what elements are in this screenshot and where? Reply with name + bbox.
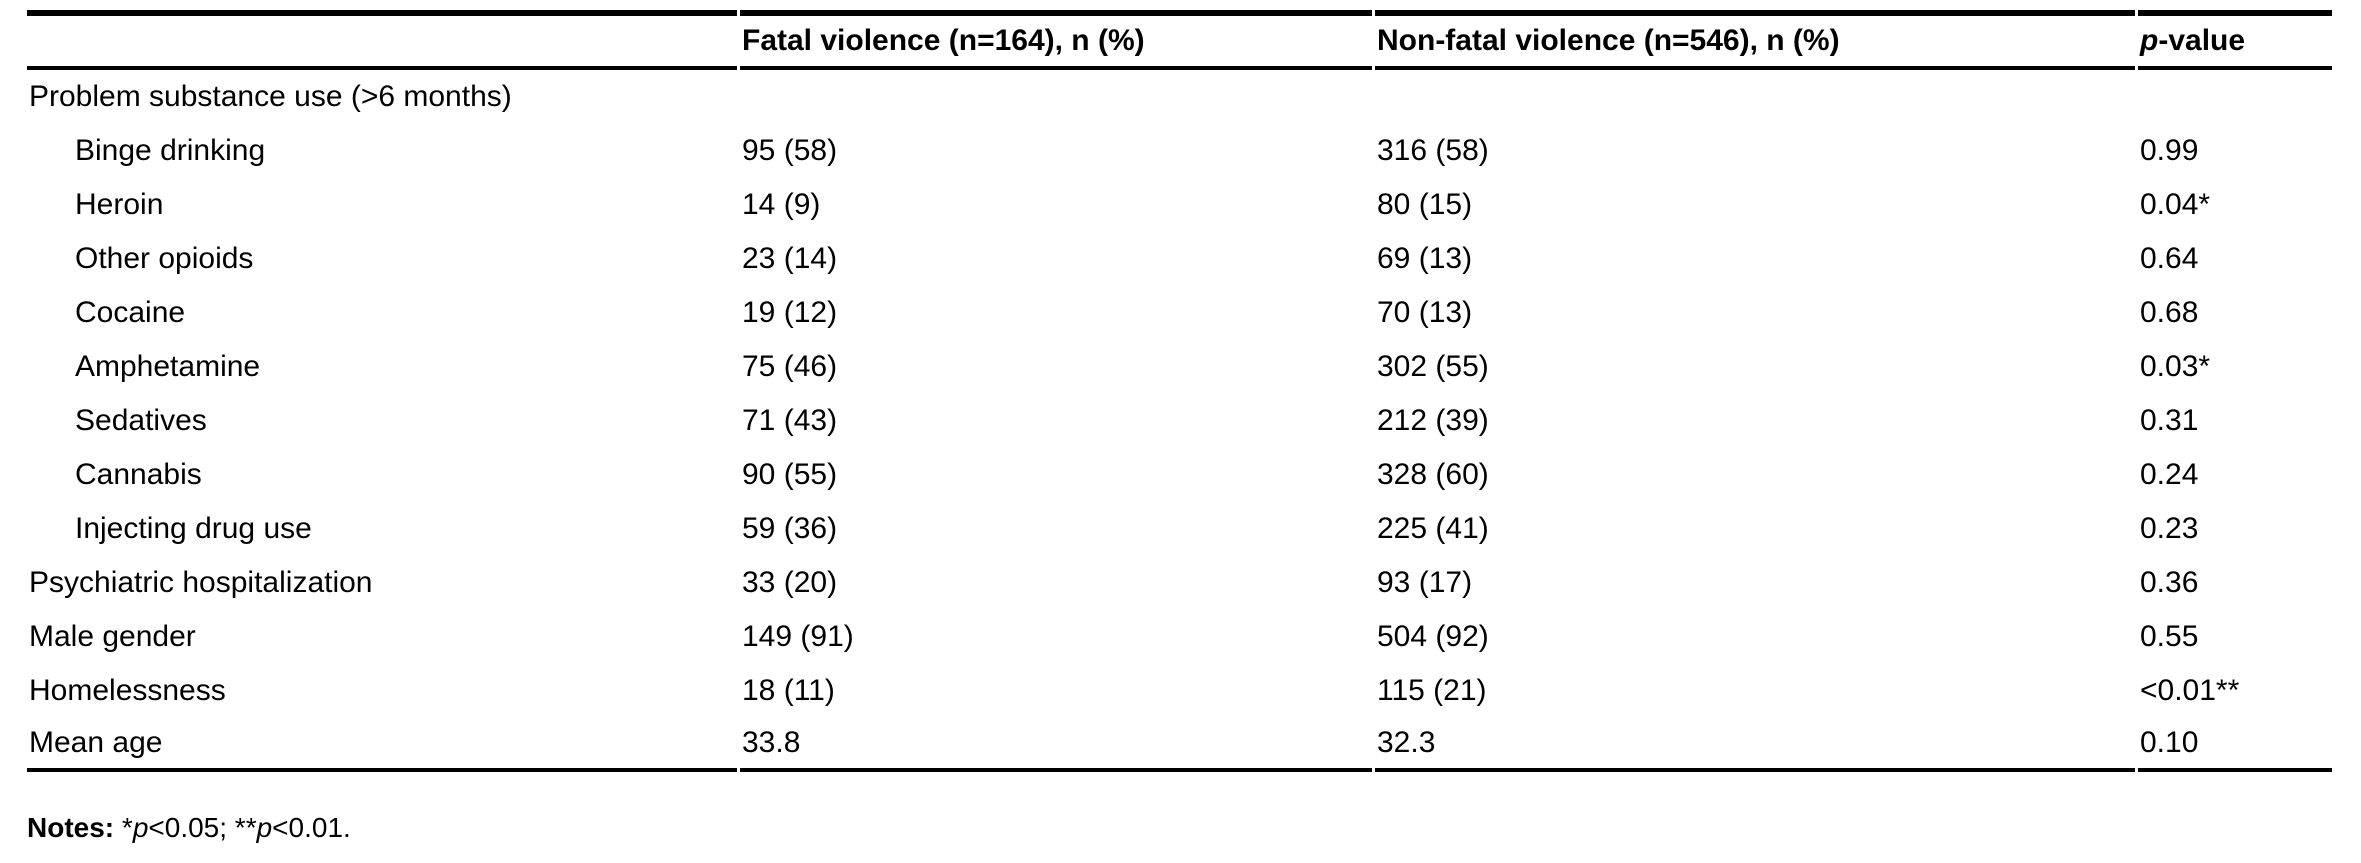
- p-value: 0.23: [2140, 512, 2199, 545]
- fatal-value: [740, 70, 1372, 124]
- table-row-binge-drinking: Binge drinking 95 (58) 316 (58) 0.99: [27, 124, 2332, 178]
- nonfatal-value: 225 (41): [1377, 512, 1489, 545]
- p-value-rest: -value: [2158, 24, 2246, 57]
- table-row-sedatives: Sedatives 71 (43) 212 (39) 0.31: [27, 394, 2332, 448]
- table-notes: Notes: *p<0.05; **p<0.01.: [27, 812, 351, 844]
- row-label: Mean age: [27, 718, 737, 772]
- p-value: 0.04*: [2140, 188, 2211, 221]
- p-value: 0.99: [2140, 134, 2199, 167]
- table-row-amphetamine: Amphetamine 75 (46) 302 (55) 0.03*: [27, 340, 2332, 394]
- nonfatal-value: 212 (39): [1377, 404, 1489, 437]
- table-body: Problem substance use (>6 months) Binge …: [27, 70, 2332, 772]
- table-row-psychiatric-hospitalization: Psychiatric hospitalization 33 (20) 93 (…: [27, 556, 2332, 610]
- fatal-value: 14 (9): [742, 188, 821, 221]
- row-label: Male gender: [29, 620, 196, 653]
- row-label: Heroin: [75, 188, 164, 221]
- row-label: Injecting drug use: [75, 512, 312, 545]
- table-row-mean-age: Mean age 33.8 32.3 0.10: [27, 718, 2332, 772]
- nonfatal-value: 70 (13): [1377, 296, 1473, 329]
- nonfatal-value: [1375, 70, 2135, 124]
- fatal-value: 149 (91): [742, 620, 854, 653]
- notes-seg1: *: [114, 812, 133, 843]
- row-label: Homelessness: [29, 674, 226, 707]
- table-row-cannabis: Cannabis 90 (55) 328 (60) 0.24: [27, 448, 2332, 502]
- nonfatal-value: 69 (13): [1377, 242, 1473, 275]
- p-value: 0.64: [2140, 242, 2199, 275]
- row-label: Binge drinking: [75, 134, 266, 167]
- notes-seg3: <0.01.: [272, 812, 351, 843]
- table-header: Fatal violence (n=164), n (%) Non-fatal …: [27, 10, 2332, 70]
- fatal-value: 33.8: [740, 718, 1372, 772]
- table-row-other-opioids: Other opioids 23 (14) 69 (13) 0.64: [27, 232, 2332, 286]
- table-row-problem-substance-use: Problem substance use (>6 months): [27, 70, 2332, 124]
- nonfatal-value: 302 (55): [1377, 350, 1489, 383]
- header-p-value: p-value: [2138, 10, 2332, 70]
- table-row-cocaine: Cocaine 19 (12) 70 (13) 0.68: [27, 286, 2332, 340]
- p-value-italic-p: p: [2140, 24, 2159, 57]
- nonfatal-value: 328 (60): [1377, 458, 1489, 491]
- p-value: 0.36: [2140, 566, 2199, 599]
- p-value: 0.31: [2140, 404, 2199, 437]
- header-empty-cell: [27, 10, 737, 70]
- nonfatal-value: 115 (21): [1377, 674, 1487, 707]
- notes-italic-p2: p: [256, 812, 273, 843]
- notes-label: Notes:: [27, 812, 115, 843]
- header-row: Fatal violence (n=164), n (%) Non-fatal …: [27, 10, 2332, 70]
- notes-seg2: <0.05; **: [148, 812, 257, 843]
- p-value: 0.55: [2140, 620, 2199, 653]
- fatal-value: 59 (36): [742, 512, 838, 545]
- fatal-value: 18 (11): [742, 674, 835, 707]
- fatal-value: 19 (12): [742, 296, 838, 329]
- header-fatal-violence: Fatal violence (n=164), n (%): [740, 10, 1372, 70]
- row-label: Amphetamine: [75, 350, 261, 383]
- row-label: Cannabis: [75, 458, 202, 491]
- nonfatal-value: 80 (15): [1377, 188, 1473, 221]
- p-value: 0.68: [2140, 296, 2199, 329]
- table-row-male-gender: Male gender 149 (91) 504 (92) 0.55: [27, 610, 2332, 664]
- nonfatal-value: 504 (92): [1377, 620, 1489, 653]
- row-label: Cocaine: [75, 296, 186, 329]
- table-row-injecting-drug-use: Injecting drug use 59 (36) 225 (41) 0.23: [27, 502, 2332, 556]
- p-value: 0.24: [2140, 458, 2199, 491]
- fatal-value: 71 (43): [742, 404, 838, 437]
- fatal-value: 90 (55): [742, 458, 838, 491]
- fatal-value: 95 (58): [742, 134, 838, 167]
- p-value: <0.01**: [2140, 674, 2240, 707]
- p-value: 0.10: [2138, 718, 2332, 772]
- row-label: Sedatives: [75, 404, 207, 437]
- table-row-homelessness: Homelessness 18 (11) 115 (21) <0.01**: [27, 664, 2332, 718]
- table-row-heroin: Heroin 14 (9) 80 (15) 0.04*: [27, 178, 2332, 232]
- notes-italic-p1: p: [132, 812, 149, 843]
- nonfatal-value: 93 (17): [1377, 566, 1473, 599]
- violence-substance-use-table: Fatal violence (n=164), n (%) Non-fatal …: [24, 10, 2335, 772]
- nonfatal-value: 32.3: [1375, 718, 2135, 772]
- fatal-value: 75 (46): [742, 350, 838, 383]
- row-label: Psychiatric hospitalization: [29, 566, 373, 599]
- p-value: [2138, 70, 2332, 124]
- row-label: Problem substance use (>6 months): [29, 80, 512, 113]
- row-label: Other opioids: [75, 242, 254, 275]
- p-value: 0.03*: [2140, 350, 2211, 383]
- nonfatal-value: 316 (58): [1377, 134, 1489, 167]
- fatal-value: 33 (20): [742, 566, 838, 599]
- fatal-value: 23 (14): [742, 242, 838, 275]
- header-nonfatal-violence: Non-fatal violence (n=546), n (%): [1375, 10, 2135, 70]
